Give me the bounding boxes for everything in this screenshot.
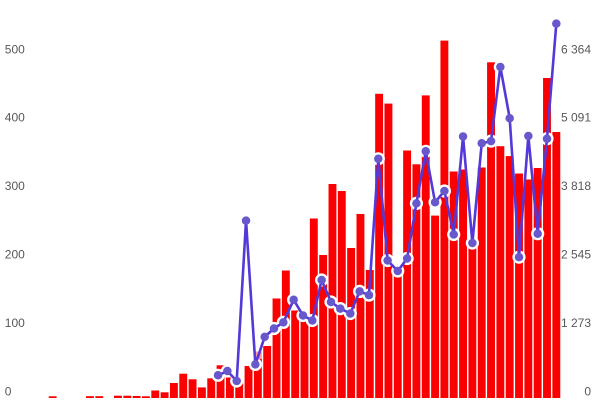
svg-text:200: 200 bbox=[5, 248, 25, 262]
svg-text:3 818: 3 818 bbox=[561, 179, 591, 193]
svg-text:1 273: 1 273 bbox=[561, 316, 591, 330]
svg-text:400: 400 bbox=[5, 111, 25, 125]
svg-text:5 091: 5 091 bbox=[561, 111, 591, 125]
svg-text:300: 300 bbox=[5, 179, 25, 193]
svg-text:500: 500 bbox=[5, 42, 25, 56]
svg-text:100: 100 bbox=[5, 316, 25, 330]
svg-text:0: 0 bbox=[5, 384, 12, 398]
svg-text:6 364: 6 364 bbox=[561, 42, 591, 56]
svg-text:0: 0 bbox=[584, 384, 591, 398]
svg-text:2 545: 2 545 bbox=[561, 248, 591, 262]
